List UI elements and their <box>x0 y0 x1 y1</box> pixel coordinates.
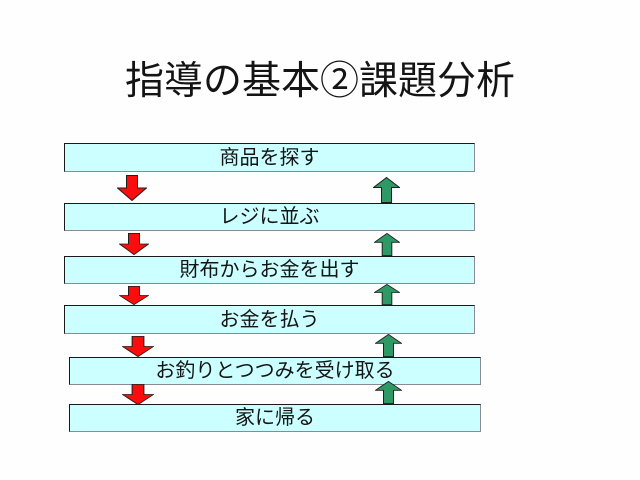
green-up-arrow-icon <box>373 177 400 203</box>
flow-step-label-4: お金を払う <box>219 308 320 331</box>
slide-title: 指導の基本②課題分析 <box>124 60 515 103</box>
flow-step-box-3: 財布からお金を出す <box>64 256 475 284</box>
flow-step-box-5: お釣りとつつみを受け取る <box>69 357 481 385</box>
flow-step-box-6: 家に帰る <box>69 404 481 432</box>
green-up-arrow-icon <box>375 381 402 404</box>
flow-step-label-6: 家に帰る <box>235 407 315 429</box>
flow-step-box-4: お金を払う <box>64 305 475 334</box>
flow-step-label-3: 財布からお金を出す <box>179 259 360 281</box>
flow-step-label-1: 商品を探す <box>219 146 320 169</box>
green-up-arrow-icon <box>375 334 402 357</box>
red-down-arrow-icon <box>119 233 149 255</box>
flow-step-box-1: 商品を探す <box>64 143 475 172</box>
flow-step-box-2: レジに並ぶ <box>64 203 475 231</box>
flow-step-label-5: お釣りとつつみを受け取る <box>155 360 395 382</box>
flow-step-label-2: レジに並ぶ <box>219 206 320 228</box>
red-down-arrow-icon <box>122 384 154 405</box>
green-up-arrow-icon <box>374 284 400 305</box>
red-down-arrow-icon <box>119 286 149 305</box>
green-up-arrow-icon <box>374 233 400 256</box>
red-down-arrow-icon <box>122 336 154 357</box>
red-down-arrow-icon <box>117 175 147 201</box>
